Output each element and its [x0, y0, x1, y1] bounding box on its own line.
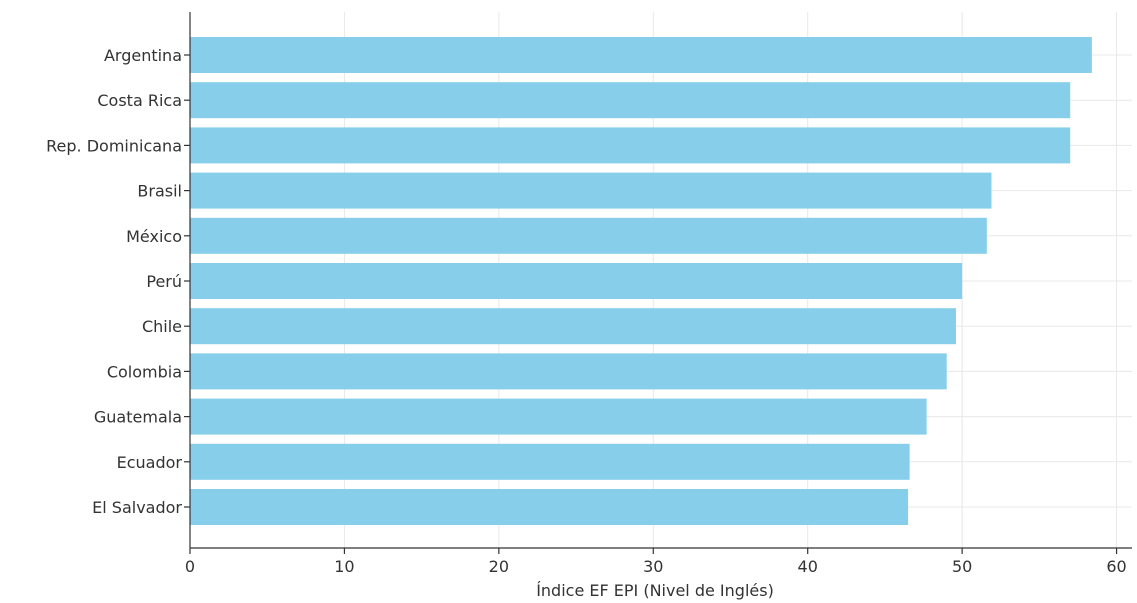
x-tick-label: 50: [952, 557, 972, 576]
x-tick-label: 60: [1106, 557, 1126, 576]
bar: [190, 82, 1071, 119]
x-tick-label: 0: [185, 557, 195, 576]
x-tick-label: 30: [643, 557, 663, 576]
bar: [190, 172, 992, 209]
y-tick-label: Colombia: [107, 362, 182, 381]
bar: [190, 489, 909, 525]
bar: [190, 217, 987, 254]
y-tick-label: Ecuador: [117, 453, 183, 472]
bar: [190, 37, 1092, 73]
x-tick-labels: 0 10 20 30 40 50 60: [185, 548, 1127, 576]
bar: [190, 443, 910, 480]
y-tick-labels: Argentina Costa Rica Rep. Dominicana Brasil…: [46, 46, 190, 517]
y-tick-label: Perú: [146, 272, 182, 291]
x-tick-label: 40: [798, 557, 818, 576]
bar: [190, 127, 1071, 164]
y-tick-label: Rep. Dominicana: [46, 136, 182, 155]
x-axis-title: Índice EF EPI (Nivel de Inglés): [536, 581, 774, 600]
x-tick-label: 10: [334, 557, 354, 576]
bar: [190, 353, 947, 390]
y-tick-label: Argentina: [104, 46, 182, 65]
y-tick-label: Costa Rica: [97, 91, 182, 110]
bar: [190, 308, 956, 345]
y-tick-label: Chile: [142, 317, 182, 336]
bar: [190, 398, 927, 435]
x-tick-label: 20: [489, 557, 509, 576]
bar: [190, 263, 963, 299]
y-tick-label: El Salvador: [92, 498, 182, 517]
y-tick-label: México: [126, 227, 182, 246]
y-tick-label: Brasil: [137, 182, 182, 201]
bars: [190, 37, 1092, 525]
y-tick-label: Guatemala: [94, 408, 182, 427]
